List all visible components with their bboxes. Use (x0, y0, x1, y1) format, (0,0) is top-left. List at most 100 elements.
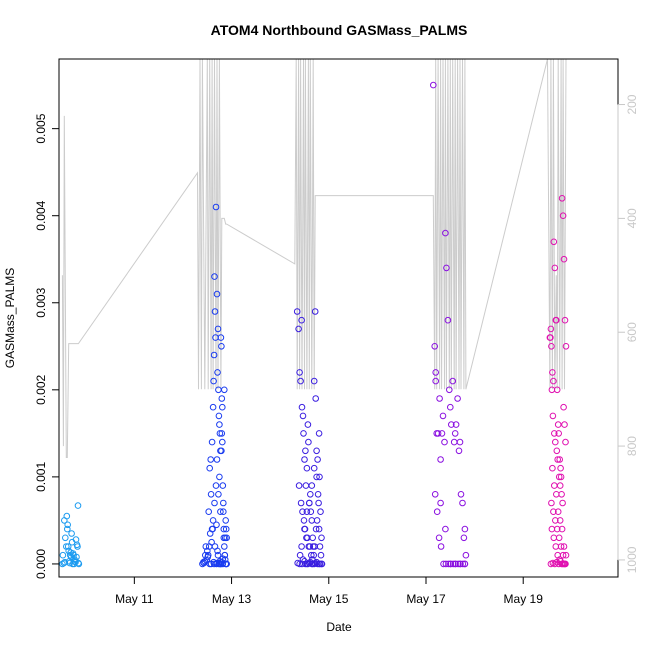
data-point (454, 560, 462, 568)
data-point (207, 491, 215, 498)
data-point (206, 464, 213, 472)
data-point (315, 430, 323, 437)
data-point (447, 560, 454, 568)
data-point (553, 491, 560, 498)
data-point (293, 308, 301, 315)
data-point (218, 343, 225, 350)
data-point (208, 538, 215, 546)
data-point (550, 377, 557, 385)
data-point (461, 560, 469, 568)
data-point (431, 343, 439, 350)
data-point (216, 560, 224, 568)
data-point (296, 551, 304, 559)
data-point (559, 212, 567, 219)
data-point (554, 508, 562, 516)
data-point (459, 499, 466, 507)
data-point (305, 438, 312, 446)
data-point (446, 386, 453, 394)
data-point (68, 530, 75, 537)
data-point (219, 560, 227, 568)
data-point (548, 499, 555, 507)
data-point (548, 525, 556, 533)
data-point (220, 499, 227, 507)
data-point (459, 560, 467, 568)
data-point (562, 343, 570, 350)
data-point (438, 430, 446, 437)
data-point (317, 508, 324, 516)
data-point (200, 558, 207, 566)
data-point (444, 316, 452, 324)
data-point (219, 482, 227, 489)
data-point (67, 549, 74, 556)
right-axis: 200 400 600 800 1000 (617, 94, 639, 573)
y-tick-label: 0.000 (34, 549, 48, 579)
data-point (554, 421, 562, 428)
data-point (302, 447, 309, 455)
data-point (222, 560, 230, 568)
data-point (432, 377, 440, 385)
data-point (437, 456, 444, 463)
data-point (551, 482, 558, 489)
data-point (554, 456, 562, 463)
right-tick-label: 200 (625, 94, 639, 114)
data-point (70, 560, 78, 568)
data-point (442, 525, 449, 533)
y-tick-label: 0.001 (34, 462, 48, 492)
data-point (74, 502, 82, 509)
right-tick-label: 1000 (625, 546, 639, 573)
x-tick-label: May 15 (309, 592, 349, 606)
y-axis-label: GASMass_PALMS (3, 268, 17, 368)
data-point (560, 543, 568, 550)
data-point (312, 525, 320, 533)
data-point (218, 395, 226, 402)
data-point (301, 525, 308, 533)
data-point (549, 412, 557, 420)
data-point (297, 377, 304, 385)
data-point (214, 547, 221, 555)
data-point (59, 551, 67, 559)
data-point (430, 81, 437, 89)
data-point (313, 447, 320, 455)
data-point (219, 438, 226, 446)
data-point (211, 308, 219, 315)
data-point (317, 551, 325, 559)
data-point (440, 560, 447, 568)
data-point (560, 560, 567, 568)
data-point (559, 499, 566, 507)
data-point (210, 558, 217, 566)
data-point (556, 556, 564, 563)
data-point (307, 491, 314, 498)
x-axis-label: Date (326, 620, 352, 634)
data-point (558, 560, 565, 568)
data-point (437, 543, 445, 550)
data-point (218, 447, 225, 455)
data-point (221, 543, 228, 550)
data-point (211, 273, 218, 280)
data-point (64, 543, 72, 550)
data-point (301, 456, 308, 463)
data-point (556, 517, 564, 524)
data-point (212, 482, 220, 489)
data-point (215, 491, 222, 498)
data-point (456, 560, 464, 568)
data-point (318, 560, 325, 568)
x-tick-label: May 19 (504, 592, 544, 606)
data-point (310, 377, 318, 385)
data-point (562, 551, 570, 559)
data-point (222, 525, 230, 533)
data-point (304, 421, 312, 428)
data-point (208, 525, 216, 533)
data-point (306, 499, 313, 507)
y-tick-label: 0.005 (34, 113, 48, 143)
data-point (441, 438, 448, 446)
data-point (310, 551, 318, 559)
data-point (548, 386, 556, 394)
data-point (75, 559, 82, 567)
data-point (298, 316, 305, 324)
data-point (552, 517, 559, 524)
data-point (73, 553, 80, 561)
data-point (557, 473, 565, 481)
data-point (295, 325, 302, 333)
